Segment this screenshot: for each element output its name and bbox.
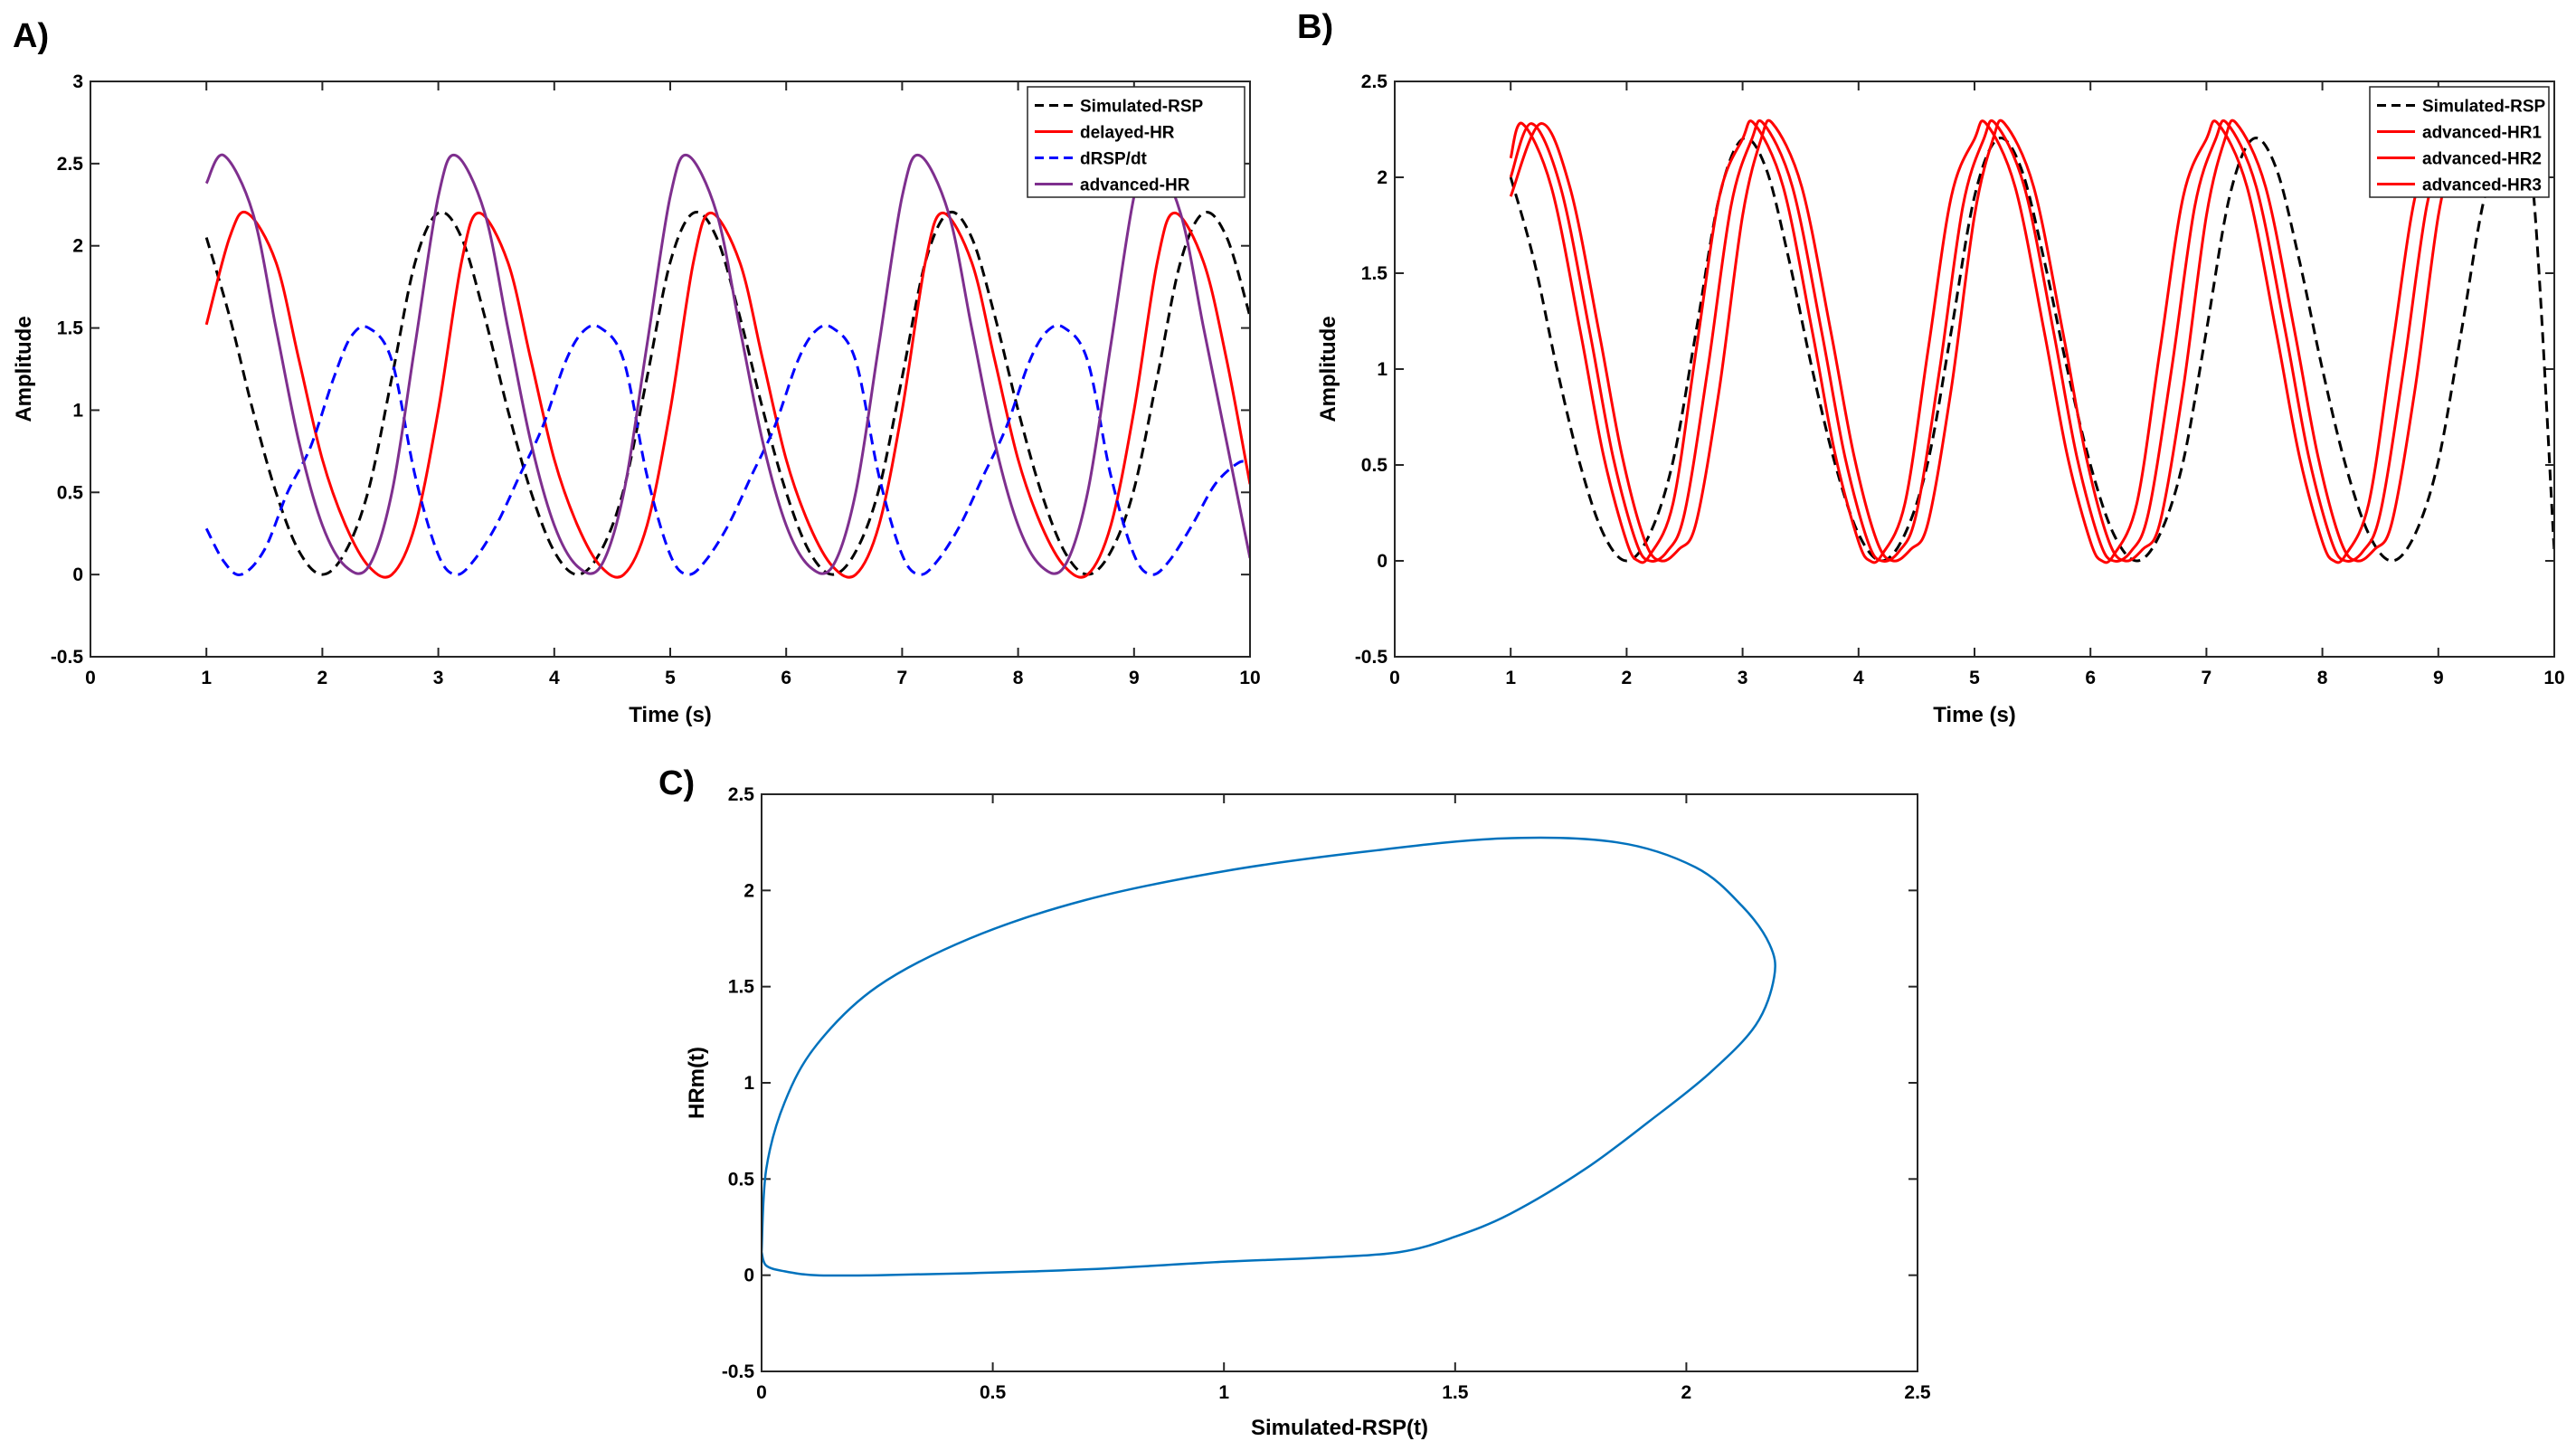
panel-b-ytick-label: 0.5 xyxy=(1361,455,1388,476)
panel-b-xtick-label: 3 xyxy=(1738,668,1748,688)
panel-c-xtick-label: 1 xyxy=(1218,1382,1229,1403)
panel-a-ytick-label: -0.5 xyxy=(51,647,84,668)
panel-a-ytick-label: 0.5 xyxy=(57,482,84,503)
panel-c-ytick-label: 2.5 xyxy=(728,784,755,805)
panel-b-series-advanced-hr2 xyxy=(1509,119,2449,563)
panel-c-ylabel: HRm(t) xyxy=(685,1047,709,1119)
panel-a-xtick-label: 1 xyxy=(201,668,212,688)
panel-a-ytick-label: 1 xyxy=(72,400,83,421)
panel-c-xtick-label: 1.5 xyxy=(1442,1382,1469,1403)
panel-c-ytick-label: 0.5 xyxy=(728,1169,755,1190)
panel-b-ylabel: Amplitude xyxy=(1316,316,1340,422)
panel-b-xtick-label: 8 xyxy=(2317,668,2328,688)
panel-b-label: B) xyxy=(1297,8,1333,46)
panel-a-xtick-label: 2 xyxy=(317,668,328,688)
panel-b-series-simulated-rsp xyxy=(1509,124,2554,563)
panel-a-xtick-label: 9 xyxy=(1129,668,1140,688)
panel-a-series-simulated-rsp xyxy=(204,210,1250,576)
panel-b-legend-label: advanced-HR1 xyxy=(2422,124,2542,143)
panel-b-legend-label: advanced-HR2 xyxy=(2422,150,2542,169)
panel-b-xtick-label: 5 xyxy=(1969,668,1980,688)
panel-a-ylabel: Amplitude xyxy=(12,316,36,422)
panel-c-xtick-label: 0.5 xyxy=(980,1382,1007,1403)
panel-b-axes-box xyxy=(1394,81,2555,658)
panel-a-ytick-label: 2.5 xyxy=(57,154,84,175)
panel-b-series-advanced-hr3 xyxy=(1509,119,2458,563)
panel-c-ticks: 0 0.5 1 1.5 2 2.5-0.500.511.522.5 xyxy=(722,784,1931,1403)
panel-b-xlabel: Time (s) xyxy=(1933,703,2016,727)
panel-a-xtick-label: 6 xyxy=(781,668,791,688)
panel-b-ytick-label: -0.5 xyxy=(1355,647,1388,668)
panel-b-ytick-label: 1.5 xyxy=(1361,263,1388,284)
panel-a-axes-box xyxy=(90,81,1251,658)
panel-b-legend-label: advanced-HR3 xyxy=(2422,176,2542,195)
panel-c-ytick-label: 2 xyxy=(743,880,754,901)
panel-a-legend-label: dRSP/dt xyxy=(1080,150,1148,169)
panel-b-xtick-label: 10 xyxy=(2543,668,2564,688)
panel-a-xlabel: Time (s) xyxy=(629,703,712,727)
panel-c-label: C) xyxy=(658,764,695,802)
panel-b-xtick-label: 4 xyxy=(1853,668,1864,688)
panel-a-xtick-label: 3 xyxy=(433,668,444,688)
panel-b-ytick-label: 1 xyxy=(1377,359,1387,380)
panel-c-ytick-label: 1.5 xyxy=(728,977,755,998)
panel-b-xtick-label: 0 xyxy=(1389,668,1400,688)
panel-a-xtick-label: 5 xyxy=(665,668,676,688)
panel-b-ytick-label: 2.5 xyxy=(1361,71,1388,92)
panel-c-xlabel: Simulated-RSP(t) xyxy=(1251,1416,1428,1440)
panel-a: A) 0 1 2 3 4 5 6 7 8 9 10-0.500.511.522.53 Time (s… xyxy=(12,17,1261,727)
panel-a-label: A) xyxy=(13,17,49,55)
panel-a-xtick-label: 10 xyxy=(1239,668,1260,688)
panel-a-ytick-label: 2 xyxy=(72,236,83,257)
panel-b-xtick-label: 2 xyxy=(1622,668,1633,688)
panel-b-ytick-label: 2 xyxy=(1377,167,1387,188)
panel-c-ytick-label: -0.5 xyxy=(722,1361,755,1382)
panel-c-xtick-label: 0 xyxy=(756,1382,767,1403)
panel-a-xtick-label: 4 xyxy=(549,668,560,688)
panel-b-xtick-label: 7 xyxy=(2202,668,2212,688)
panel-c-ytick-label: 1 xyxy=(743,1073,754,1094)
panel-a-ytick-label: 0 xyxy=(72,564,83,585)
panel-b: B) 0 1 2 3 4 5 6 7 8 9 10-0.500.511.522.5 Time (s)… xyxy=(1297,8,2565,727)
panel-c-series-phase-loop xyxy=(762,836,1776,1277)
panel-a-legend-label: delayed-HR xyxy=(1080,124,1175,143)
panel-c-plot-area xyxy=(762,836,1776,1277)
panel-a-xtick-label: 0 xyxy=(85,668,96,688)
panel-a-ytick-label: 3 xyxy=(72,71,83,92)
panel-b-plot-area xyxy=(1509,119,2554,564)
panel-c: C) 0 0.5 1 1.5 2 2.5-0.500.511.522.5 Simulate… xyxy=(658,764,1931,1440)
panel-b-ytick-label: 0 xyxy=(1377,551,1387,572)
panel-c-xtick-label: 2 xyxy=(1681,1382,1692,1403)
panel-b-legend: Simulated-RSP advanced-HR1 advanced-HR2 adv… xyxy=(2369,86,2550,198)
panel-a-legend-label: advanced-HR xyxy=(1080,176,1190,195)
panel-c-xtick-label: 2.5 xyxy=(1904,1382,1931,1403)
panel-c-axes-box xyxy=(761,793,1918,1372)
panel-b-legend-label: Simulated-RSP xyxy=(2422,98,2546,117)
panel-a-xtick-label: 8 xyxy=(1013,668,1024,688)
panel-c-ytick-label: 0 xyxy=(743,1266,754,1286)
panel-a-ytick-label: 1.5 xyxy=(57,318,84,339)
panel-a-legend-label: Simulated-RSP xyxy=(1080,98,1204,117)
panel-b-xtick-label: 6 xyxy=(2085,668,2096,688)
panel-a-series-advanced-hr xyxy=(204,153,1250,575)
panel-b-series-advanced-hr1 xyxy=(1509,119,2440,564)
panel-a-xtick-label: 7 xyxy=(897,668,908,688)
panel-a-ticks: 0 1 2 3 4 5 6 7 8 9 10-0.500.511.522.53 xyxy=(51,71,1261,688)
panel-b-xtick-label: 1 xyxy=(1505,668,1516,688)
panel-b-xtick-label: 9 xyxy=(2433,668,2444,688)
panel-a-legend: Simulated-RSP delayed-HR dRSP/dt advanced-H… xyxy=(1027,86,1245,198)
panel-a-plot-area xyxy=(204,153,1250,579)
panel-a-series-delayed-hr xyxy=(204,210,1250,579)
panel-a-series-drsp-dt xyxy=(204,324,1250,576)
